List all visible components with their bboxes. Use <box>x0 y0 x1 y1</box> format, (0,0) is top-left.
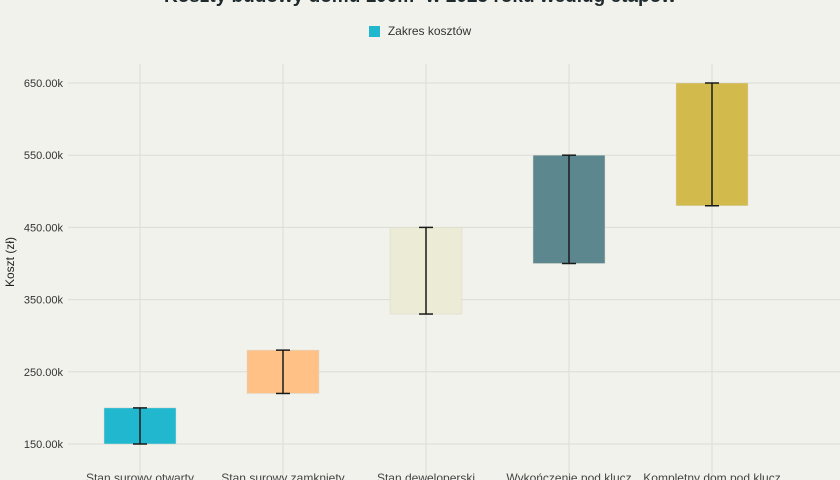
legend-swatch <box>368 25 380 37</box>
y-tick-label: 150.00k <box>24 439 64 451</box>
legend[interactable]: Zakres kosztów <box>0 24 840 38</box>
y-tick-label: 450.00k <box>24 222 64 234</box>
x-category-label: Stan surowy otwarty <box>86 471 194 480</box>
y-tick-label: 650.00k <box>24 78 64 90</box>
chart-title: Koszty budowy domu 100m² w 2025 roku wed… <box>0 0 840 8</box>
x-category-label: Kompletny dom pod klucz <box>643 471 780 480</box>
y-tick-label: 350.00k <box>24 295 64 307</box>
y-tick-label: 550.00k <box>24 150 64 162</box>
y-tick-label: 250.00k <box>24 367 64 379</box>
x-category-label: Wykończenie pod klucz <box>506 471 631 480</box>
x-category-label: Stan deweloperski <box>377 471 475 480</box>
x-category-label: Stan surowy zamknięty <box>221 471 344 480</box>
legend-label: Zakres kosztów <box>387 24 472 38</box>
